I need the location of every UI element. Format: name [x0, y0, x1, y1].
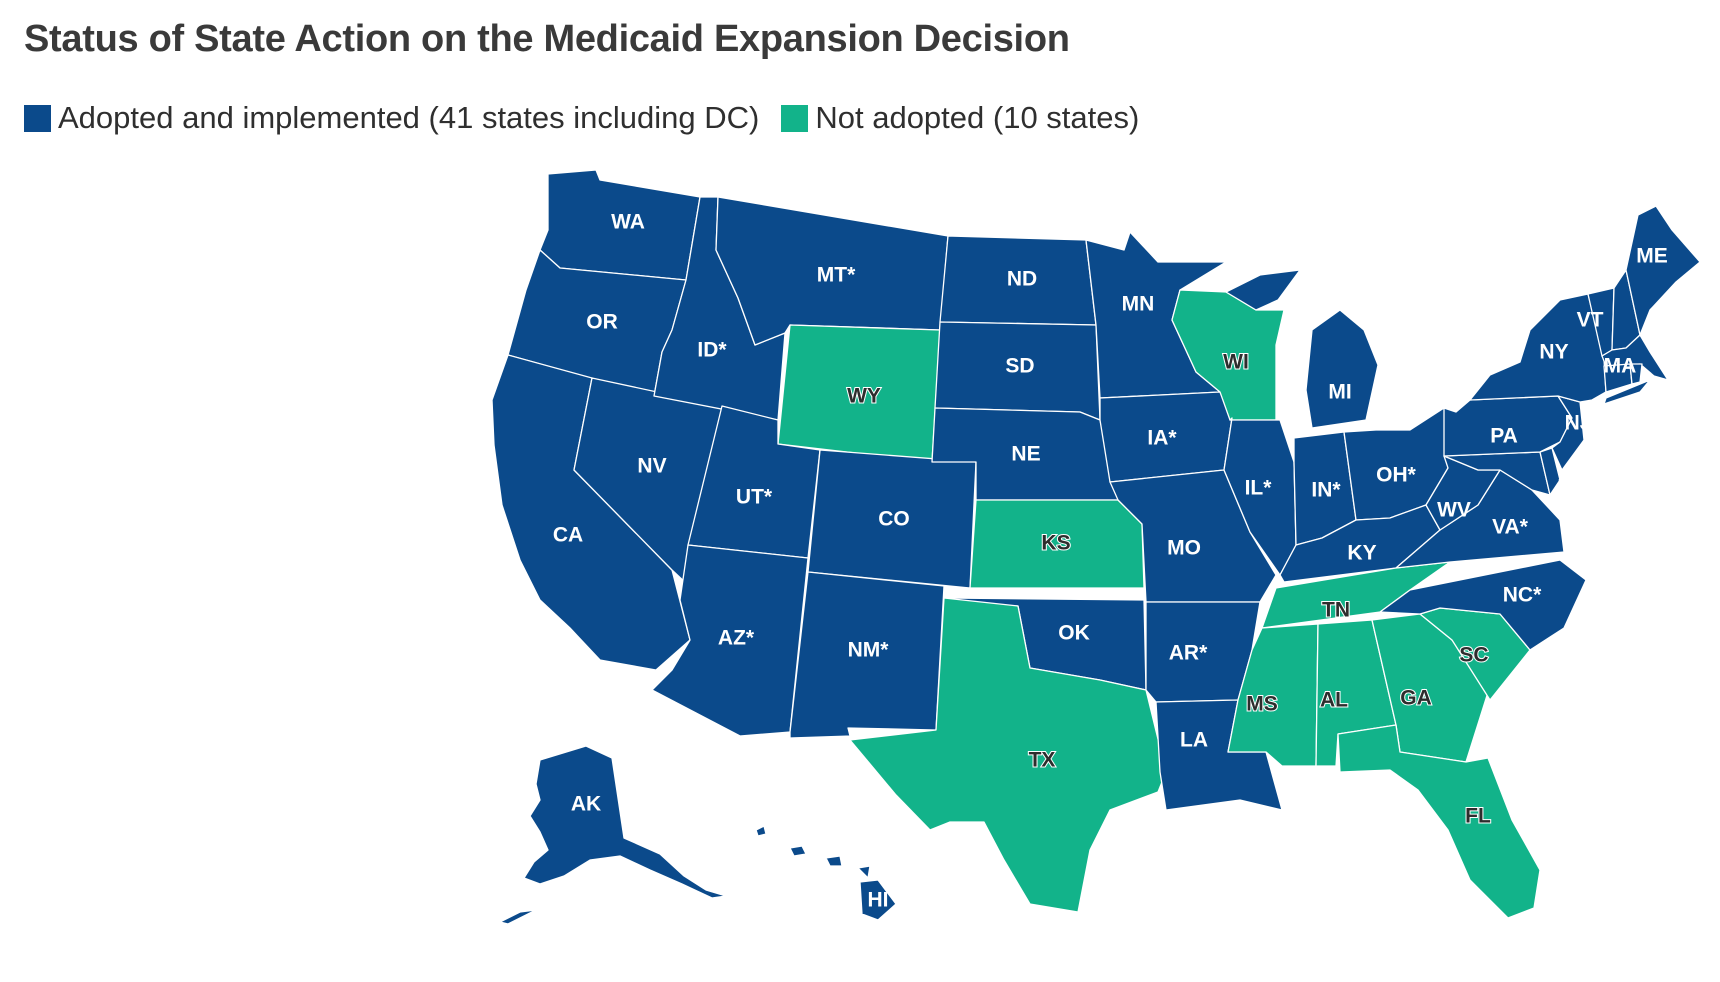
- state-az[interactable]: [651, 544, 809, 737]
- state-label-nj: NJ: [1565, 412, 1592, 435]
- state-label-de: DE: [1557, 476, 1586, 499]
- legend-item-adopted: Adopted and implemented (41 states inclu…: [24, 100, 759, 136]
- state-nj[interactable]: [1551, 395, 1585, 471]
- legend-swatch-not-adopted: [781, 104, 809, 132]
- state-label-ky: KY: [1347, 542, 1376, 565]
- state-label-wi: WI: [1223, 351, 1249, 374]
- state-label-nm: NM*: [848, 639, 890, 662]
- state-label-id: ID*: [697, 339, 727, 362]
- state-ak[interactable]: [499, 745, 727, 925]
- state-label-ca: CA: [553, 524, 583, 547]
- chart-title: Status of State Action on the Medicaid E…: [24, 18, 1070, 60]
- state-label-nd: ND: [1007, 268, 1037, 291]
- legend-label-not-adopted: Not adopted (10 states): [815, 100, 1140, 135]
- state-label-nc: NC*: [1503, 584, 1542, 607]
- state-label-ks: KS: [1041, 532, 1070, 555]
- state-label-ms: MS: [1246, 693, 1278, 716]
- state-label-nv: NV: [637, 455, 666, 478]
- state-label-me: ME: [1636, 245, 1668, 268]
- state-label-ak: AK: [571, 793, 601, 816]
- state-label-hi: HI: [868, 889, 889, 912]
- state-label-mt: MT*: [817, 264, 856, 287]
- legend-swatch-adopted: [24, 104, 51, 132]
- state-label-ar: AR*: [1169, 642, 1208, 665]
- legend-item-not-adopted: Not adopted (10 states): [781, 100, 1139, 136]
- state-label-mn: MN: [1122, 293, 1155, 316]
- state-label-wv: WV: [1437, 499, 1471, 522]
- state-label-la: LA: [1180, 729, 1208, 752]
- state-label-wy: WY: [847, 385, 881, 408]
- state-label-sc: SC: [1459, 644, 1488, 667]
- state-label-az: AZ*: [718, 627, 755, 650]
- state-label-ia: IA*: [1147, 427, 1177, 450]
- state-tx[interactable]: [849, 597, 1167, 913]
- state-label-il: IL*: [1245, 477, 1273, 500]
- state-label-oh: OH*: [1376, 464, 1417, 487]
- state-nc[interactable]: [1379, 559, 1587, 651]
- state-label-mi: MI: [1328, 381, 1351, 404]
- state-shapes: [491, 169, 1701, 925]
- state-label-fl: FL: [1465, 805, 1491, 828]
- state-label-or: OR: [586, 311, 618, 334]
- state-mi[interactable]: [1225, 269, 1379, 429]
- legend-label-adopted: Adopted and implemented (41 states inclu…: [58, 100, 760, 135]
- state-label-ma: MA: [1604, 355, 1637, 378]
- state-label-tn: TN: [1322, 599, 1350, 622]
- state-label-vt: VT: [1577, 309, 1604, 332]
- state-label-va: VA*: [1492, 516, 1529, 539]
- state-hi[interactable]: [755, 825, 897, 921]
- state-label-ut: UT*: [736, 486, 773, 509]
- state-label-wa: WA: [611, 211, 645, 234]
- state-label-ok: OK: [1058, 622, 1090, 645]
- state-label-sd: SD: [1005, 355, 1034, 378]
- legend: Adopted and implemented (41 states inclu…: [24, 100, 1161, 136]
- state-labels: WA OR CA NV ID* MT* WY UT* AZ* CO NM* ND SD NE KS OK TX M…: [553, 211, 1668, 912]
- state-label-ne: NE: [1011, 443, 1040, 466]
- state-label-al: AL: [1320, 689, 1348, 712]
- state-label-in: IN*: [1311, 479, 1341, 502]
- state-label-ga: GA: [1400, 687, 1432, 710]
- state-label-mo: MO: [1167, 537, 1201, 560]
- state-de[interactable]: [1539, 447, 1561, 496]
- state-ri[interactable]: [1629, 363, 1643, 385]
- state-label-tx: TX: [1029, 749, 1056, 772]
- state-label-co: CO: [878, 508, 910, 531]
- state-me[interactable]: [1625, 205, 1701, 336]
- state-label-ny: NY: [1539, 341, 1568, 364]
- state-fl[interactable]: [1337, 724, 1541, 919]
- state-label-pa: PA: [1490, 425, 1518, 448]
